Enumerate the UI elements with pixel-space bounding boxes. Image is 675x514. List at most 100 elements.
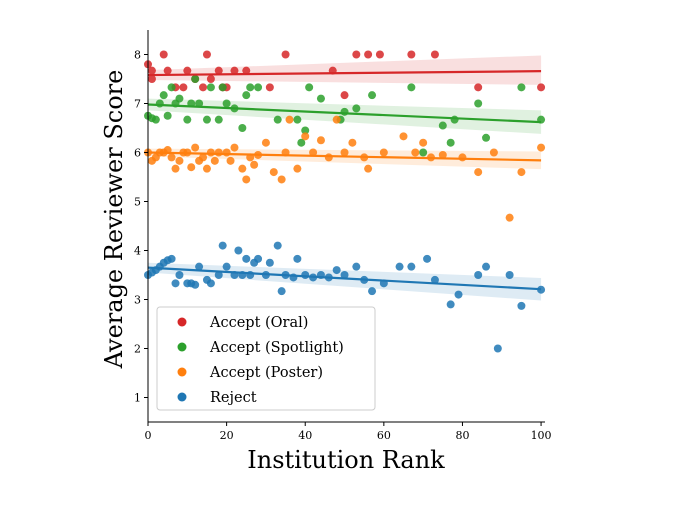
data-point bbox=[214, 271, 223, 279]
x-tick-label: 0 bbox=[145, 429, 152, 442]
data-point bbox=[458, 153, 467, 162]
legend-label: Accept (Oral) bbox=[209, 315, 308, 331]
data-point bbox=[407, 50, 416, 59]
data-point bbox=[218, 241, 227, 250]
data-point bbox=[352, 262, 361, 271]
data-point bbox=[242, 254, 251, 263]
data-point bbox=[167, 83, 176, 92]
data-point bbox=[407, 83, 416, 92]
data-point bbox=[407, 262, 416, 271]
data-point bbox=[183, 115, 192, 124]
data-point bbox=[242, 66, 251, 75]
data-point bbox=[214, 66, 223, 75]
data-point bbox=[305, 83, 314, 92]
data-point bbox=[242, 91, 251, 100]
x-tick-label: 100 bbox=[531, 429, 552, 442]
data-point bbox=[242, 175, 251, 184]
data-point bbox=[202, 164, 211, 173]
data-point bbox=[454, 290, 463, 299]
y-axis-title: Average Reviewer Score bbox=[100, 70, 128, 370]
data-point bbox=[368, 91, 377, 100]
data-point bbox=[147, 75, 156, 83]
legend: Accept (Oral) Accept (Spotlight) Accept (P… bbox=[156, 306, 376, 411]
legend-marker bbox=[177, 367, 187, 377]
data-point bbox=[309, 148, 318, 157]
data-point bbox=[147, 66, 156, 75]
y-tick-label: 8 bbox=[134, 49, 141, 62]
fit-line-0 bbox=[147, 70, 542, 77]
legend-marker bbox=[177, 317, 187, 327]
data-point bbox=[226, 156, 235, 165]
data-point bbox=[179, 83, 188, 92]
x-tick-label: 60 bbox=[377, 429, 391, 442]
data-point bbox=[234, 246, 243, 255]
data-point bbox=[474, 83, 483, 92]
data-point bbox=[399, 132, 408, 141]
data-point bbox=[301, 126, 310, 135]
data-point bbox=[537, 83, 546, 92]
data-point bbox=[364, 164, 373, 173]
data-point bbox=[183, 66, 192, 75]
x-tick-label: 20 bbox=[220, 429, 234, 442]
data-point bbox=[277, 287, 286, 296]
data-point bbox=[199, 153, 208, 162]
data-point bbox=[159, 91, 168, 100]
x-tick-label: 80 bbox=[455, 429, 469, 442]
data-point bbox=[206, 148, 215, 157]
data-point bbox=[273, 241, 282, 250]
data-point bbox=[175, 156, 184, 165]
data-point bbox=[517, 168, 526, 177]
data-point bbox=[517, 83, 526, 92]
data-point bbox=[340, 91, 349, 100]
data-point bbox=[364, 50, 373, 59]
legend-marker bbox=[177, 342, 187, 352]
data-point bbox=[293, 164, 302, 173]
data-point bbox=[450, 115, 459, 124]
data-point bbox=[297, 138, 306, 147]
data-point bbox=[167, 254, 176, 263]
data-point bbox=[537, 143, 546, 152]
data-point bbox=[332, 115, 341, 124]
legend-label: Accept (Spotlight) bbox=[209, 340, 344, 356]
data-point bbox=[163, 66, 172, 75]
data-point bbox=[430, 50, 439, 59]
data-point bbox=[482, 262, 491, 271]
data-point bbox=[438, 150, 447, 159]
data-point bbox=[206, 279, 215, 288]
x-axis-title: Institution Rank bbox=[247, 446, 445, 474]
data-point bbox=[332, 266, 341, 275]
x-ticks: 0 20 40 60 80 100 bbox=[145, 422, 552, 442]
data-point bbox=[151, 115, 160, 124]
data-point bbox=[277, 175, 286, 184]
data-point bbox=[222, 262, 231, 271]
y-tick-label: 4 bbox=[134, 245, 141, 258]
y-tick-label: 5 bbox=[134, 196, 141, 209]
data-point bbox=[493, 344, 502, 353]
data-point bbox=[265, 258, 274, 267]
y-tick-label: 3 bbox=[134, 294, 141, 307]
data-point bbox=[340, 107, 349, 116]
data-point bbox=[537, 285, 546, 294]
data-point bbox=[368, 287, 377, 296]
data-point bbox=[316, 136, 325, 145]
y-tick-label: 7 bbox=[134, 98, 141, 111]
data-point bbox=[482, 133, 491, 142]
data-point bbox=[254, 83, 263, 92]
data-point bbox=[265, 83, 274, 92]
data-point bbox=[281, 50, 290, 59]
data-point bbox=[163, 111, 172, 120]
data-point bbox=[261, 138, 270, 147]
data-point bbox=[238, 124, 247, 132]
confidence-band-0 bbox=[148, 55, 542, 85]
data-point bbox=[379, 148, 388, 157]
legend-marker bbox=[177, 392, 187, 402]
data-point bbox=[517, 301, 526, 310]
data-point bbox=[218, 83, 227, 92]
data-point bbox=[155, 99, 164, 108]
data-point bbox=[489, 148, 498, 157]
data-point bbox=[214, 115, 223, 124]
data-point bbox=[230, 143, 239, 152]
data-point bbox=[352, 104, 361, 113]
fit-line-1 bbox=[147, 103, 542, 124]
